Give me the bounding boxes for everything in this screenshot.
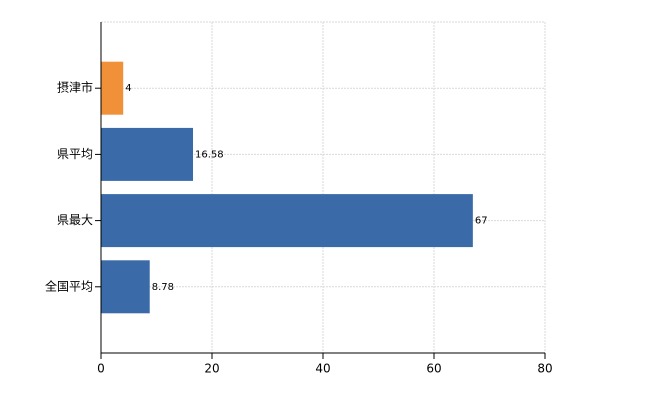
x-tick-label: 20 bbox=[204, 362, 219, 376]
x-tick-label: 80 bbox=[537, 362, 552, 376]
y-tick-label: 県平均 bbox=[57, 147, 93, 161]
y-tick-label: 摂津市 bbox=[57, 80, 93, 95]
value-label: 8.78 bbox=[152, 282, 174, 293]
value-label: 67 bbox=[475, 216, 488, 227]
y-tick-label: 全国平均 bbox=[45, 278, 93, 293]
bar bbox=[101, 127, 194, 181]
x-tick-label: 0 bbox=[97, 362, 105, 376]
y-tick-label: 県最大 bbox=[57, 213, 93, 227]
bar bbox=[101, 260, 150, 314]
x-tick-label: 40 bbox=[315, 362, 330, 376]
x-tick-label: 60 bbox=[426, 362, 441, 376]
bar bbox=[101, 194, 473, 248]
value-label: 4 bbox=[125, 83, 131, 94]
bar bbox=[101, 61, 124, 115]
value-label: 16.58 bbox=[195, 149, 224, 160]
